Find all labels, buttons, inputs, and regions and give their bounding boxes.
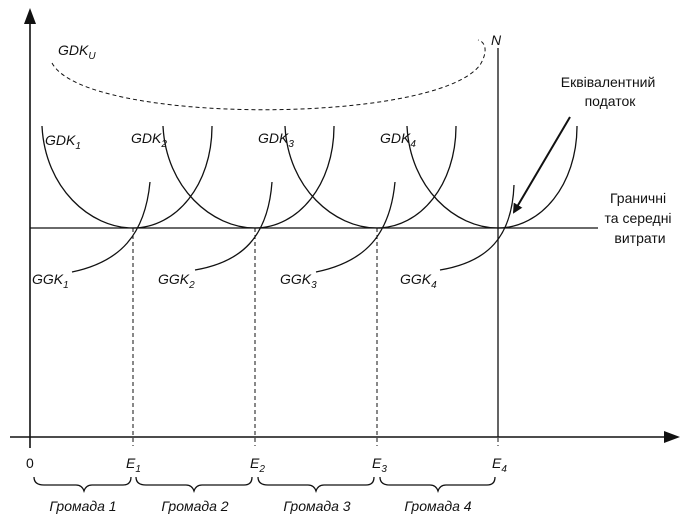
gdk-3-curve (284, 125, 457, 229)
ggk-4-label: GGK4 (400, 271, 437, 291)
e1-label: E1 (126, 455, 141, 475)
gdk-2-label: GDK2 (131, 130, 167, 150)
ggk-1-curve (71, 181, 151, 273)
ggk-2-label: GGK2 (158, 271, 195, 291)
community-2-brace (135, 476, 253, 494)
ggk-3-curve (315, 181, 396, 273)
gdk-2-curve (162, 125, 335, 229)
ggk-2-curve (194, 181, 273, 271)
community-4-label: Громада 4 (404, 498, 471, 514)
e3-label: E3 (372, 455, 387, 475)
equivalent-tax-label: Еквівалентний податок (561, 74, 659, 109)
e2-label: E2 (250, 455, 265, 475)
ggk-1-label: GGK1 (32, 271, 69, 291)
gdk-3-label: GDK3 (258, 130, 294, 150)
gdk-4-curve (406, 125, 578, 229)
community-2-label: Громада 2 (161, 498, 228, 514)
gdk-1-curve (41, 125, 213, 229)
ggk-4-curve (439, 184, 515, 271)
ggk-3-label: GGK3 (280, 271, 317, 291)
n-label: N (491, 32, 502, 48)
gdk-1-label: GDK1 (45, 132, 81, 152)
gdk-u-label: GDKU (58, 42, 96, 62)
origin-label: 0 (26, 455, 34, 471)
community-1-brace (33, 476, 132, 494)
community-4-brace (379, 476, 496, 494)
equivalent-tax-arrow (512, 116, 571, 214)
community-3-label: Громада 3 (283, 498, 350, 514)
community-3-brace (257, 476, 375, 494)
y-axis-arrow-icon (24, 8, 36, 24)
e4-label: E4 (492, 455, 507, 475)
community-1-label: Громада 1 (49, 498, 116, 514)
gdk-4-label: GDK4 (380, 130, 416, 150)
x-axis-arrow-icon (664, 431, 680, 443)
marginal-cost-label: Граничні та середні витрати (605, 190, 676, 246)
gdk-u-curve (51, 39, 486, 111)
